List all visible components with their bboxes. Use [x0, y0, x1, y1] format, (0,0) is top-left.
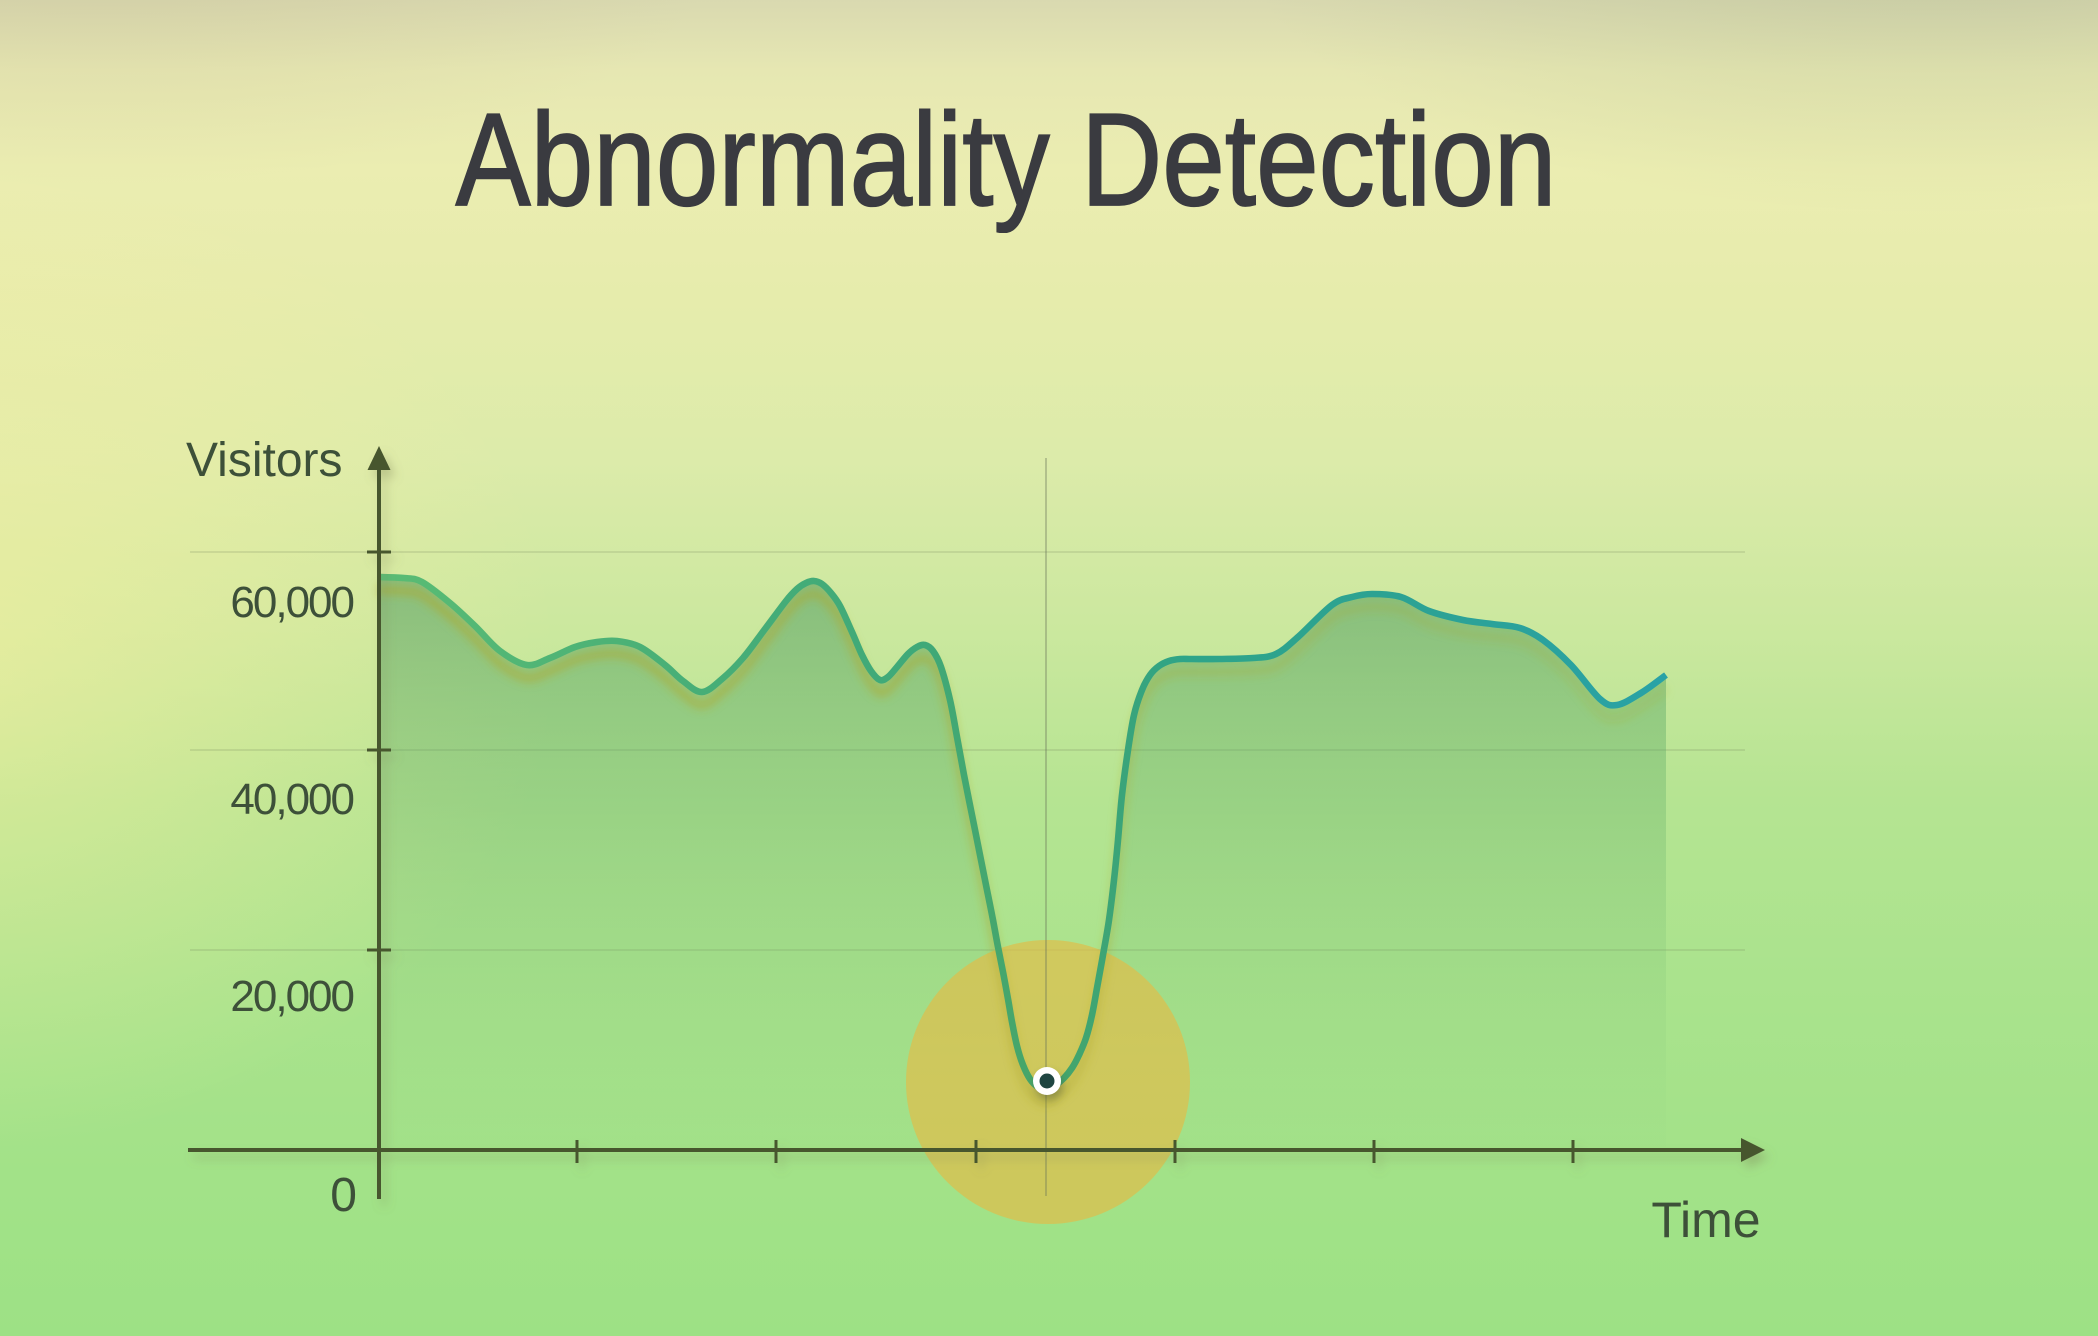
svg-text:0: 0 — [330, 1169, 357, 1222]
svg-text:Visitors: Visitors — [186, 434, 343, 487]
svg-text:60,000: 60,000 — [230, 578, 353, 627]
svg-text:Time: Time — [1651, 1192, 1760, 1248]
svg-text:20,000: 20,000 — [230, 972, 353, 1021]
svg-text:40,000: 40,000 — [230, 775, 353, 824]
